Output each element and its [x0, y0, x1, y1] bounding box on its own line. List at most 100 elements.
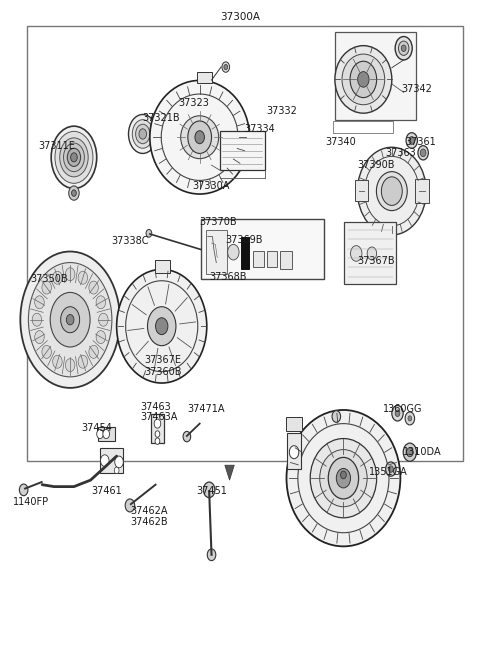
Ellipse shape: [150, 81, 250, 194]
Bar: [97, 427, 115, 441]
Circle shape: [69, 186, 79, 200]
Circle shape: [125, 499, 135, 512]
Ellipse shape: [175, 102, 182, 111]
Text: 37300A: 37300A: [220, 12, 260, 22]
Text: 37463: 37463: [140, 402, 171, 412]
Bar: [415, 179, 429, 203]
Ellipse shape: [172, 100, 185, 114]
Circle shape: [418, 145, 428, 160]
Circle shape: [408, 416, 412, 421]
Bar: [26, 26, 463, 460]
Circle shape: [332, 411, 341, 422]
Circle shape: [103, 430, 109, 439]
Bar: [287, 417, 301, 432]
Bar: [206, 230, 227, 274]
Text: 37363: 37363: [385, 149, 416, 159]
Circle shape: [195, 131, 204, 143]
Text: 37368B: 37368B: [209, 272, 247, 282]
Text: 37350B: 37350B: [30, 274, 68, 284]
Circle shape: [35, 296, 44, 309]
Circle shape: [78, 271, 88, 284]
Circle shape: [154, 419, 161, 428]
Bar: [220, 132, 264, 170]
Bar: [288, 434, 301, 469]
Bar: [253, 251, 264, 267]
Circle shape: [20, 252, 120, 388]
Circle shape: [114, 467, 119, 474]
Circle shape: [336, 468, 350, 488]
Circle shape: [72, 190, 76, 196]
Text: 37451: 37451: [196, 486, 227, 496]
Circle shape: [176, 103, 181, 111]
Circle shape: [350, 246, 362, 261]
Circle shape: [139, 129, 146, 139]
Text: 37367B: 37367B: [358, 255, 396, 266]
Circle shape: [188, 121, 212, 153]
Circle shape: [98, 313, 108, 326]
Circle shape: [407, 447, 413, 457]
Circle shape: [32, 313, 42, 326]
Ellipse shape: [342, 54, 384, 105]
Ellipse shape: [376, 172, 407, 211]
Ellipse shape: [117, 269, 207, 383]
Circle shape: [53, 355, 62, 368]
Circle shape: [89, 345, 98, 358]
Text: 37369B: 37369B: [225, 235, 262, 245]
Circle shape: [222, 62, 229, 72]
Circle shape: [420, 149, 426, 157]
Circle shape: [65, 268, 75, 281]
Circle shape: [132, 120, 153, 148]
Circle shape: [147, 307, 176, 346]
Bar: [344, 222, 396, 284]
Text: 37370B: 37370B: [200, 217, 237, 227]
Circle shape: [55, 132, 93, 183]
Ellipse shape: [180, 116, 219, 159]
Text: 37338C: 37338C: [111, 236, 148, 246]
Circle shape: [350, 61, 377, 98]
Circle shape: [19, 484, 28, 496]
Circle shape: [204, 482, 215, 498]
Circle shape: [28, 263, 112, 377]
Text: 37390B: 37390B: [358, 160, 395, 170]
Circle shape: [50, 292, 90, 347]
Circle shape: [78, 355, 88, 368]
Circle shape: [67, 148, 81, 166]
Circle shape: [42, 345, 51, 358]
Circle shape: [156, 318, 168, 335]
Ellipse shape: [335, 46, 392, 113]
Text: 37463A: 37463A: [140, 412, 178, 422]
Circle shape: [96, 430, 103, 439]
Circle shape: [115, 456, 123, 468]
Text: 1351GA: 1351GA: [369, 466, 408, 477]
Circle shape: [89, 281, 98, 294]
Circle shape: [289, 445, 299, 458]
Text: 37360B: 37360B: [144, 367, 181, 377]
Bar: [355, 180, 368, 201]
Bar: [201, 219, 324, 279]
Circle shape: [385, 462, 396, 476]
Circle shape: [136, 124, 150, 143]
Ellipse shape: [287, 410, 400, 546]
Bar: [197, 71, 212, 83]
Bar: [280, 251, 292, 269]
Circle shape: [382, 177, 402, 206]
Text: 37323: 37323: [179, 98, 209, 109]
Bar: [335, 32, 416, 120]
Text: 37330A: 37330A: [192, 181, 230, 191]
Circle shape: [183, 432, 191, 442]
Bar: [266, 251, 277, 267]
Text: 37321B: 37321B: [143, 113, 180, 123]
Circle shape: [129, 115, 157, 153]
Circle shape: [398, 41, 409, 56]
Ellipse shape: [358, 147, 426, 235]
Circle shape: [155, 431, 160, 438]
Circle shape: [96, 296, 106, 309]
Circle shape: [51, 126, 96, 189]
Text: 37342: 37342: [401, 83, 432, 94]
Bar: [155, 260, 170, 273]
Text: 37462B: 37462B: [130, 517, 168, 527]
Circle shape: [65, 359, 75, 371]
Circle shape: [228, 244, 239, 260]
Text: 37311E: 37311E: [38, 141, 75, 151]
Circle shape: [146, 229, 152, 237]
